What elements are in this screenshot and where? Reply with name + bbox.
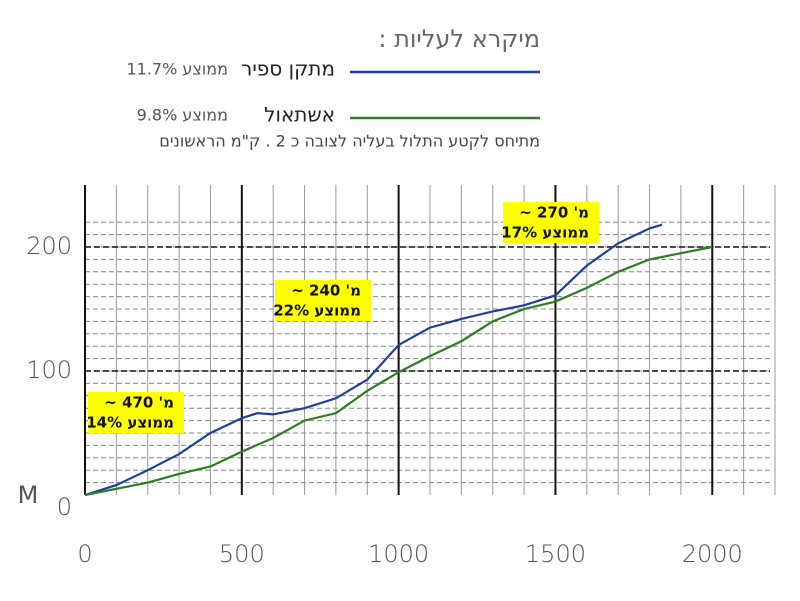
series-line [84,245,713,497]
annotation-text: ממוצע 22% [273,302,361,320]
x-tick-label: 2000 [682,540,743,568]
y-tick-label: 0 [57,493,72,521]
y-axis-label: M [18,481,39,509]
annotation-text: מ' 270 ~ [519,204,589,222]
y-tick-label: 200 [26,232,72,260]
series-line [84,223,663,497]
x-tick-label: 500 [219,540,265,568]
annotation-text: ממוצע 17% [501,224,589,242]
annotation-box [88,392,184,433]
note: מתיחס לקטע התלול בעליה לצובה כ 2 . ק"מ ה… [159,132,540,151]
annotation-text: ממוצע 14% [86,414,174,432]
legend-average: ממוצע 11.7% [126,60,228,79]
legend-label: מתקן ספיר [241,57,335,81]
x-tick-label: 1500 [525,540,586,568]
legend-title: מיקרא לעליות : [378,25,540,53]
annotation-box [503,202,599,243]
legend-average: ממוצע 9.8% [137,106,228,125]
x-tick-label: 1000 [368,540,429,568]
annotation-text: מ' 470 ~ [104,394,174,412]
annotation-box [275,280,371,321]
legend-label: אשתאול [264,103,335,127]
x-tick-label: 0 [77,540,92,568]
y-tick-label: 100 [26,356,72,384]
annotation-text: מ' 240 ~ [291,282,361,300]
